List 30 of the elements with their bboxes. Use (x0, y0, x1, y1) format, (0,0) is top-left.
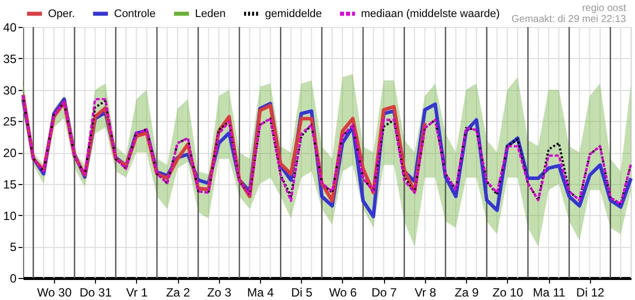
x-tick-label: Di 5 (291, 286, 313, 300)
x-tick-label: Zo 3 (207, 286, 232, 300)
y-tick-label: 15 (3, 177, 17, 192)
y-tick-label: 0 (10, 272, 17, 286)
legend-label: Leden (195, 8, 226, 20)
text: Gemaakt: di 29 mei 22:13 (511, 14, 626, 25)
y-tick-label: 10 (3, 208, 17, 223)
x-tick-label: Do 7 (372, 286, 398, 300)
y-tick-label: 40 (3, 20, 17, 34)
y-tick-label: 20 (3, 146, 17, 160)
x-tick-label: Za 2 (166, 286, 190, 300)
text: regio oost (582, 3, 626, 14)
x-tick-label: Wo 30 (37, 286, 72, 300)
x-tick-label: Ma 11 (532, 286, 566, 300)
y-tick-label: 25 (3, 114, 17, 129)
legend-label: Controle (114, 8, 156, 20)
x-tick-label: Za 9 (454, 286, 479, 300)
legend-label: gemiddelde (265, 8, 322, 20)
x-tick-label: Do 31 (80, 286, 112, 300)
x-tick-label: Vr 8 (414, 286, 437, 300)
x-tick-label: Ma 4 (247, 286, 274, 300)
y-tick-label: 35 (3, 52, 17, 66)
x-tick-label: Vr 1 (126, 286, 148, 300)
y-tick-label: 5 (10, 240, 17, 254)
x-tick-label: Zo 10 (492, 286, 524, 300)
legend-label: Oper. (48, 8, 75, 20)
legend-label: mediaan (middelste waarde) (361, 8, 500, 20)
y-tick-label: 30 (3, 83, 17, 98)
x-tick-label: Di 12 (576, 286, 605, 300)
x-tick-label: Wo 6 (329, 286, 358, 300)
